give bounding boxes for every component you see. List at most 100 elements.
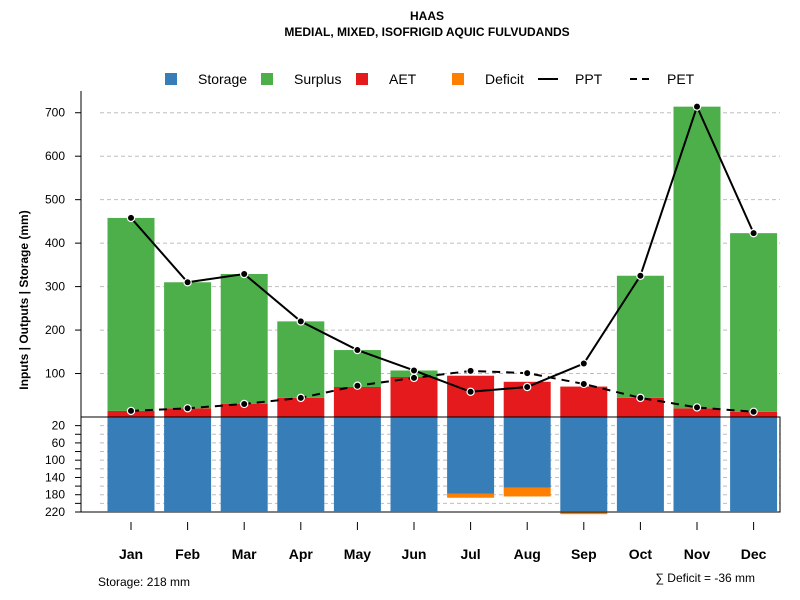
aet-bar xyxy=(447,375,495,417)
storage-bar xyxy=(333,417,381,512)
x-tick-label: Nov xyxy=(684,546,711,562)
surplus-bar xyxy=(277,321,325,398)
x-tick-label: May xyxy=(344,546,371,562)
ppt-line xyxy=(130,103,755,393)
legend-label-surplus: Surplus xyxy=(294,71,341,87)
storage-bar xyxy=(616,417,664,512)
upper-y-tick-label: 400 xyxy=(45,236,65,250)
ppt-point xyxy=(523,382,532,392)
x-tick-label: Oct xyxy=(629,546,653,562)
legend: Storage Surplus AET Deficit PPT PET xyxy=(165,71,695,87)
chart-subtitle: MEDIAL, MIXED, ISOFRIGID AQUIC FULVUDAND… xyxy=(284,25,569,39)
x-tick-label: Sep xyxy=(571,546,597,562)
pet-point xyxy=(239,399,249,409)
lower-y-tick-label: 220 xyxy=(45,505,65,519)
x-tick-label: Mar xyxy=(232,546,257,562)
ppt-point xyxy=(353,345,362,355)
storage-panel-frame xyxy=(80,416,781,513)
surplus-bar xyxy=(730,233,778,412)
aet-bar xyxy=(277,397,325,417)
upper-y-tick-label: 700 xyxy=(45,106,65,120)
surplus-bar xyxy=(220,273,268,404)
legend-swatch-storage xyxy=(165,73,177,85)
pet-point xyxy=(749,407,758,416)
storage-bar xyxy=(107,417,155,512)
x-tick-label: Feb xyxy=(175,546,200,562)
aet-bar xyxy=(390,377,438,417)
legend-swatch-deficit xyxy=(452,73,464,85)
x-tick-label: Dec xyxy=(741,546,767,562)
deficit-bar xyxy=(447,493,495,498)
deficit-bar xyxy=(560,511,608,515)
ppt-point xyxy=(749,228,758,238)
ppt-point xyxy=(296,317,305,326)
axes: 100 200 300 400 500 600 700 20 60 100 140 180 220 Jan… xyxy=(45,91,781,562)
aet-bar xyxy=(560,386,608,417)
ppt-point xyxy=(466,387,475,396)
upper-y-tick-label: 200 xyxy=(45,323,65,337)
storage-bar xyxy=(220,417,268,512)
chart-title: HAAS xyxy=(410,9,444,23)
x-tick-label: Jan xyxy=(119,546,143,562)
storage-bar xyxy=(390,417,438,512)
y-axis-label: Inputs | Outputs | Storage (mm) xyxy=(17,210,31,389)
lower-y-tick-label: 20 xyxy=(52,419,66,433)
legend-label-aet: AET xyxy=(389,71,417,87)
surplus-bar xyxy=(616,275,664,398)
surplus-bar xyxy=(164,282,212,409)
aet-bar xyxy=(220,403,268,417)
storage-bar xyxy=(503,417,551,488)
pet-point xyxy=(579,379,589,389)
pet-point xyxy=(183,404,192,413)
bars xyxy=(107,106,778,515)
lines xyxy=(126,102,758,416)
storage-bar xyxy=(560,417,608,512)
storage-bar xyxy=(164,417,212,512)
upper-y-tick-label: 300 xyxy=(45,280,65,294)
upper-y-tick-label: 600 xyxy=(45,149,65,163)
pet-point xyxy=(409,373,419,383)
x-tick-label: Jul xyxy=(460,546,480,562)
surplus-bar xyxy=(673,106,721,409)
aet-bar xyxy=(673,408,721,417)
deficit-annotation: ∑ Deficit = -36 mm xyxy=(655,571,755,585)
lower-y-tick-label: 100 xyxy=(45,453,65,467)
pet-point xyxy=(636,393,645,403)
legend-swatch-surplus xyxy=(261,73,273,85)
x-tick-label: Aug xyxy=(514,546,541,562)
storage-bar xyxy=(277,417,325,512)
ppt-point xyxy=(183,278,192,287)
storage-bar xyxy=(673,417,721,512)
legend-swatch-aet xyxy=(356,73,368,85)
storage-bar xyxy=(730,417,778,512)
ppt-point xyxy=(239,269,249,279)
legend-label-ppt: PPT xyxy=(575,71,603,87)
pet-point xyxy=(353,381,362,390)
aet-bar xyxy=(616,397,664,417)
upper-y-tick-label: 100 xyxy=(45,367,65,381)
lower-y-tick-label: 140 xyxy=(45,470,65,484)
lower-y-tick-label: 180 xyxy=(45,488,65,502)
legend-label-deficit: Deficit xyxy=(485,71,524,87)
pet-point xyxy=(466,366,475,376)
lower-y-tick-label: 60 xyxy=(52,436,66,450)
pet-point xyxy=(523,368,532,378)
ppt-point xyxy=(692,102,702,111)
storage-bar xyxy=(447,417,495,494)
upper-y-tick-label: 500 xyxy=(45,193,65,207)
ppt-point xyxy=(636,271,645,280)
legend-label-pet: PET xyxy=(667,71,695,87)
pet-point xyxy=(126,406,136,416)
ppt-point xyxy=(579,359,589,368)
pet-point xyxy=(296,393,305,403)
aet-bar xyxy=(333,387,381,417)
ppt-point xyxy=(126,213,136,223)
pet-point xyxy=(692,403,702,412)
ppt-point xyxy=(409,366,419,375)
x-tick-label: Jun xyxy=(402,546,427,562)
storage-annotation: Storage: 218 mm xyxy=(98,575,190,589)
aet-bar xyxy=(164,408,212,417)
legend-label-storage: Storage xyxy=(198,71,247,87)
pet-line xyxy=(130,369,754,413)
